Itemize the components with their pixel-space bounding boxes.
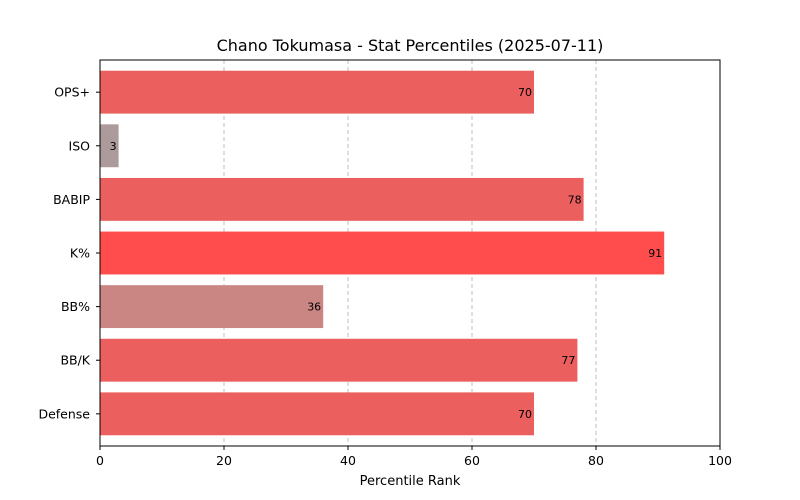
x-tick-label: 60 <box>464 453 480 468</box>
y-tick-label: OPS+ <box>54 85 90 100</box>
x-tick-label: 0 <box>96 453 104 468</box>
data-label: 3 <box>110 140 117 153</box>
bar-k- <box>100 231 665 275</box>
y-tick-label: Defense <box>38 406 90 421</box>
y-tick-label: BB/K <box>60 353 90 368</box>
x-axis-label: Percentile Rank <box>360 474 461 489</box>
x-tick-label: 100 <box>708 453 732 468</box>
data-label: 70 <box>518 86 532 99</box>
bar-bb- <box>100 285 324 329</box>
bar-iso <box>100 124 119 168</box>
data-label: 91 <box>648 247 662 260</box>
x-axis: 0 20 40 60 80 100 <box>96 446 732 468</box>
bar-defense <box>100 392 534 436</box>
y-axis: OPS+ ISO BABIP K% BB% BB/K Defense <box>38 85 100 421</box>
bar-bb-k <box>100 338 578 382</box>
plot-frame <box>99 59 721 447</box>
bars <box>100 70 665 436</box>
data-label: 36 <box>307 301 321 314</box>
x-tick-label: 20 <box>216 453 232 468</box>
chart-title: Chano Tokumasa - Stat Percentiles (2025-… <box>217 36 604 55</box>
data-label: 78 <box>568 193 582 206</box>
value-labels: 70 3 78 91 36 77 70 <box>110 86 663 421</box>
bar-ops- <box>100 70 534 114</box>
data-label: 70 <box>518 408 532 421</box>
y-tick-label: ISO <box>69 138 91 153</box>
y-tick-label: BB% <box>61 299 90 314</box>
x-tick-label: 80 <box>588 453 604 468</box>
bar-babip <box>100 177 584 221</box>
x-tick-label: 40 <box>340 453 356 468</box>
y-tick-label: BABIP <box>53 192 90 207</box>
y-tick-label: K% <box>70 246 90 261</box>
data-label: 77 <box>561 354 575 367</box>
